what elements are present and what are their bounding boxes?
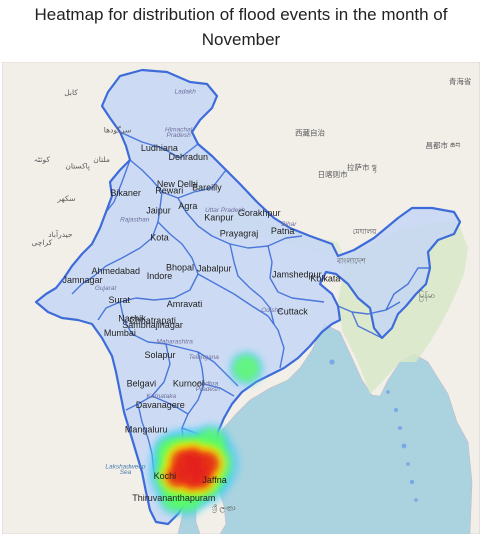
place-label-: پاکستان xyxy=(65,161,90,170)
city-label-mangaluru: Mangaluru xyxy=(125,424,168,434)
city-label-agra: Agra xyxy=(178,201,197,211)
city-label-kanpur: Kanpur xyxy=(204,213,233,223)
city-label-prayagraj: Prayagraj xyxy=(220,228,259,238)
city-label-bareilly: Bareilly xyxy=(192,183,222,193)
water-spots xyxy=(329,359,418,502)
city-label-kolkata: Kolkata xyxy=(310,273,340,283)
map-viewport[interactable]: 日喀则市 拉萨市 ལྷ 昌都市 ཆབ 青海省西藏自治 کابل سرگودها ملتان ک… xyxy=(2,62,480,534)
city-label-chhatrapati: Chhatrapati xyxy=(129,315,176,325)
city-label-davanagere: Davanagere xyxy=(136,400,185,410)
state-label-pradesh: Pradesh xyxy=(196,386,221,393)
state-label-andhra: Andhra xyxy=(196,381,218,388)
city-label-mumbai: Mumbai xyxy=(104,328,136,338)
city-label-dehradun: Dehradun xyxy=(169,152,209,162)
city-label-ahmedabad: Ahmedabad xyxy=(92,266,141,276)
city-label-rewari: Rewari xyxy=(155,185,183,195)
state-label-karnataka: Karnataka xyxy=(147,393,177,400)
state-label-gujarat: Gujarat xyxy=(95,285,118,292)
place-label-: کوئٹہ xyxy=(34,155,51,164)
city-label-patna: Patna xyxy=(271,226,295,236)
city-label-jamshedpur: Jamshedpur xyxy=(272,270,322,280)
state-label-uttar-pradesh: Uttar Pradesh xyxy=(205,207,245,214)
city-label-kota: Kota xyxy=(150,232,169,242)
state-label-odisha: Odisha xyxy=(261,307,282,314)
city-label-cuttack: Cuttack xyxy=(277,306,308,316)
heat-point-10 xyxy=(232,354,260,382)
city-label-new-delhi: New Delhi xyxy=(157,179,198,189)
city-label-indore: Indore xyxy=(147,271,173,281)
map-title-line-2: November xyxy=(201,30,281,49)
place-label-: মেঘালয় xyxy=(352,227,377,236)
map-title: Heatmap for distribution of flood events… xyxy=(0,0,482,60)
heatmap-layer xyxy=(148,351,264,517)
city-label-jaipur: Jaipur xyxy=(146,205,171,215)
place-label-: 青海省 xyxy=(449,76,472,86)
city-label-jabalpur: Jabalpur xyxy=(197,264,232,274)
sea-label-sea: Sea xyxy=(120,469,132,476)
city-label-nashik: Nashik xyxy=(118,313,146,323)
state-label-pradesh: Pradesh xyxy=(166,132,191,139)
place-label-: سکھر xyxy=(56,194,75,203)
place-label-: বাংলাদেশ xyxy=(336,257,366,266)
place-label-: 昌都市 ཆབ xyxy=(425,140,460,150)
city-label-kurnool: Kurnool xyxy=(173,379,204,389)
place-label-: 西藏自治 xyxy=(295,127,325,137)
heat-point-5 xyxy=(190,466,213,489)
city-label-jaffna: Jaffna xyxy=(202,475,226,485)
place-label-: မြန်မာ xyxy=(418,291,435,301)
place-label-: 拉萨市 ལྷ xyxy=(347,162,377,174)
place-label-: سرگودها xyxy=(104,125,131,134)
state-label-maharashtra: Maharashtra xyxy=(156,338,193,345)
state-label-bihar: Bihar xyxy=(281,221,297,228)
place-label-: کابل xyxy=(64,88,78,97)
city-label-gorakhpur: Gorakhpur xyxy=(238,208,281,218)
city-label-thiruvananthapuram: Thiruvananthapuram xyxy=(132,493,215,503)
state-label-rajasthan: Rajasthan xyxy=(120,216,150,223)
india-boundary xyxy=(34,68,462,526)
place-label-: حیدرآباد xyxy=(48,229,73,239)
city-label-bhopal: Bhopal xyxy=(166,262,194,272)
city-label-bikaner: Bikaner xyxy=(110,188,141,198)
place-label-: ශ්‍රී ලංකා xyxy=(211,504,236,514)
sea-label-lakshadweep: Lakshadweep xyxy=(105,463,145,470)
heat-ring-3 xyxy=(166,447,219,490)
city-label-sambhajinagar: Sambhajinagar xyxy=(122,320,183,330)
city-label-kochi: Kochi xyxy=(154,471,177,481)
city-label-solapur: Solapur xyxy=(144,350,175,360)
city-label-amravati: Amravati xyxy=(167,299,203,309)
place-label-: 日喀则市 xyxy=(318,169,348,179)
city-label-jamnagar: Jamnagar xyxy=(62,275,102,285)
state-label-ladakh: Ladakh xyxy=(175,88,197,95)
city-label-belgavi: Belgavi xyxy=(127,378,157,388)
state-label-telangana: Telangana xyxy=(189,354,220,361)
city-label-ludhiana: Ludhiana xyxy=(141,143,178,153)
map-title-line-1: Heatmap for distribution of flood events… xyxy=(34,5,448,24)
city-label-surat: Surat xyxy=(108,295,130,305)
place-label-: کراچی xyxy=(31,238,52,247)
state-label-himachal: Himachal xyxy=(165,127,193,134)
place-label-: ملتان xyxy=(93,155,110,164)
